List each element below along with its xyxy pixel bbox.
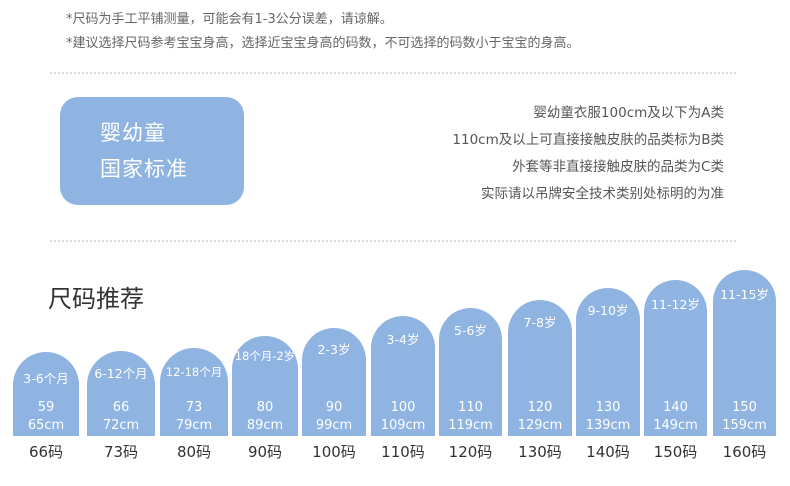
- height-value: 150: [732, 400, 757, 415]
- badge-line-1: 婴幼童: [100, 121, 166, 145]
- age-label: 9-10岁: [587, 303, 629, 318]
- standard-list: 婴幼童衣服100cm及以下为A类 110cm及以上可直接接触皮肤的品类标为B类 …: [452, 100, 724, 208]
- size-bar: 5-6岁 110 119cm: [439, 308, 502, 436]
- size-label: 130码: [518, 443, 562, 461]
- size-label: 110码: [381, 443, 425, 461]
- standard-item: 110cm及以上可直接接触皮肤的品类标为B类: [452, 132, 724, 148]
- size-column: 6-12个月 66 72cm 73码: [87, 351, 155, 461]
- size-label: 80码: [176, 443, 212, 461]
- standard-item: 实际请以吊牌安全技术类别处标明的为准: [481, 186, 724, 202]
- size-label: 120码: [448, 443, 493, 461]
- height-range: 109cm: [380, 418, 426, 433]
- size-bar: 11-12岁 140 149cm: [644, 280, 707, 436]
- height-range: 89cm: [246, 418, 284, 433]
- height-value: 100: [390, 400, 416, 415]
- note-selection: *建议选择尺码参考宝宝身高，选择近宝宝身高的码数，不可选择的码数小于宝宝的身高。: [66, 36, 580, 51]
- size-bar: 3-4岁 100 109cm: [371, 316, 435, 436]
- height-range: 159cm: [722, 418, 767, 433]
- height-value: 120: [527, 400, 553, 415]
- size-column: 3-4岁 100 109cm 110码: [371, 316, 435, 461]
- height-range: 129cm: [517, 418, 563, 433]
- size-column: 11-12岁 140 149cm 150码: [644, 280, 707, 461]
- height-range: 139cm: [585, 418, 631, 433]
- age-label: 5-6岁: [454, 323, 487, 338]
- size-bar: 2-3岁 90 99cm: [302, 328, 366, 436]
- age-label: 7-8岁: [523, 315, 557, 330]
- age-label: 3-4岁: [386, 332, 420, 347]
- height-value: 110: [458, 400, 483, 415]
- size-bar: 9-10岁 130 139cm: [576, 288, 640, 436]
- height-value: 140: [663, 400, 688, 415]
- height-value: 66: [112, 400, 130, 415]
- age-label: 6-12个月: [94, 366, 148, 381]
- size-bar: 12-18个月 73 79cm: [160, 348, 228, 436]
- size-column: 5-6岁 110 119cm 120码: [439, 308, 502, 461]
- height-value: 73: [185, 400, 203, 415]
- size-bar: 18个月-2岁 80 89cm: [232, 336, 298, 436]
- badge-line-2: 国家标准: [100, 157, 188, 181]
- size-column: 11-15岁 150 159cm 160码: [713, 270, 776, 461]
- height-range: 99cm: [315, 418, 353, 433]
- size-bar: 7-8岁 120 129cm: [508, 300, 572, 436]
- height-value: 80: [256, 400, 274, 415]
- age-label: 12-18个月: [165, 365, 223, 379]
- size-column: 7-8岁 120 129cm 130码: [508, 300, 572, 461]
- size-label: 73码: [103, 443, 139, 461]
- age-label: 11-15岁: [720, 287, 769, 302]
- size-bar: 11-15岁 150 159cm: [713, 270, 776, 436]
- size-column: 2-3岁 90 99cm 100码: [302, 328, 366, 461]
- age-label: 2-3岁: [317, 342, 351, 357]
- size-label: 66码: [28, 443, 64, 461]
- size-label: 150码: [653, 443, 698, 461]
- size-label: 160码: [722, 443, 767, 461]
- standard-item: 外套等非直接接触皮肤的品类为C类: [512, 159, 724, 175]
- size-column: 3-6个月 59 65cm 66码: [13, 352, 79, 461]
- age-label: 11-12岁: [651, 297, 700, 312]
- height-range: 79cm: [175, 418, 213, 433]
- age-label: 18个月-2岁: [234, 349, 296, 363]
- section-title: 尺码推荐: [48, 285, 144, 313]
- standard-badge: 婴幼童 国家标准: [60, 97, 244, 205]
- height-range: 119cm: [448, 418, 493, 433]
- dotted-divider: [50, 240, 736, 242]
- height-range: 65cm: [27, 418, 65, 433]
- size-label: 140码: [586, 443, 630, 461]
- note-measurement: *尺码为手工平铺测量，可能会有1-3公分误差，请谅解。: [66, 12, 393, 27]
- dotted-divider: [50, 72, 736, 74]
- height-value: 59: [37, 400, 55, 415]
- size-notes: *尺码为手工平铺测量，可能会有1-3公分误差，请谅解。 *建议选择尺码参考宝宝身…: [66, 8, 580, 56]
- size-column: 12-18个月 73 79cm 80码: [160, 348, 228, 461]
- size-bar: 3-6个月 59 65cm: [13, 352, 79, 436]
- height-value: 130: [595, 400, 621, 415]
- size-label: 90码: [247, 443, 283, 461]
- standard-item: 婴幼童衣服100cm及以下为A类: [533, 105, 724, 121]
- size-column: 9-10岁 130 139cm 140码: [576, 288, 640, 461]
- age-label: 3-6个月: [23, 371, 69, 386]
- size-column: 18个月-2岁 80 89cm 90码: [232, 336, 298, 461]
- size-bar: 6-12个月 66 72cm: [87, 351, 155, 436]
- height-range: 149cm: [653, 418, 698, 433]
- height-value: 90: [325, 400, 343, 415]
- size-label: 100码: [312, 443, 356, 461]
- height-range: 72cm: [102, 418, 140, 433]
